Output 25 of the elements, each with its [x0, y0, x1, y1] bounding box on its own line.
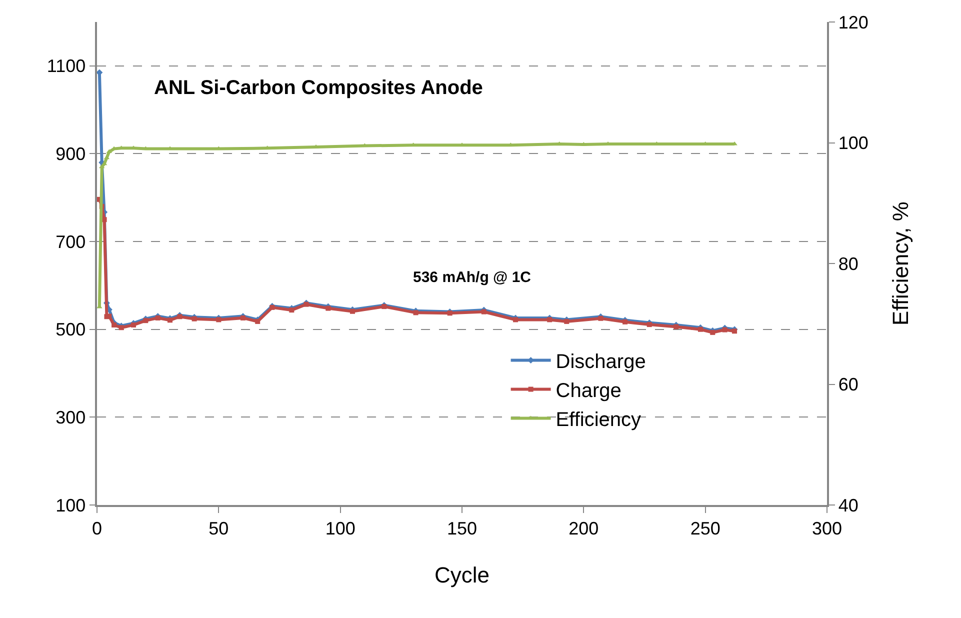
y2-axis-title: Efficiency, % — [888, 202, 913, 326]
y-tick-label: 1100 — [46, 56, 86, 76]
y-tick-label: 500 — [56, 320, 86, 340]
annotation: 536 mAh/g @ 1C — [413, 269, 532, 286]
legend-label: Charge — [556, 380, 622, 402]
x-tick-label: 250 — [690, 518, 720, 538]
y2-tick-label: 80 — [838, 254, 858, 274]
x-tick-label: 200 — [568, 518, 599, 538]
legend-label: Discharge — [556, 351, 646, 374]
y2-tick-label: 120 — [838, 12, 868, 32]
y2-tick-label: 100 — [838, 133, 868, 154]
y-tick-label: 900 — [56, 144, 86, 164]
y2-tick-label: 60 — [838, 374, 858, 395]
y2-tick-label: 40 — [838, 495, 858, 516]
x-tick-label: 50 — [208, 518, 229, 538]
x-tick-label: 0 — [92, 518, 102, 538]
x-tick-label: 100 — [325, 518, 356, 538]
x-axis-title: Cycle — [434, 562, 490, 588]
y-tick-label: 300 — [56, 407, 86, 428]
x-tick-label: 150 — [446, 518, 478, 538]
legend-label: Efficiency — [556, 409, 642, 432]
y-tick-label: 100 — [56, 495, 86, 516]
x-tick-label: 300 — [812, 518, 842, 538]
annotation: ANL Si-Carbon Composites Anode — [154, 77, 483, 99]
y-tick-label: 700 — [56, 232, 86, 252]
